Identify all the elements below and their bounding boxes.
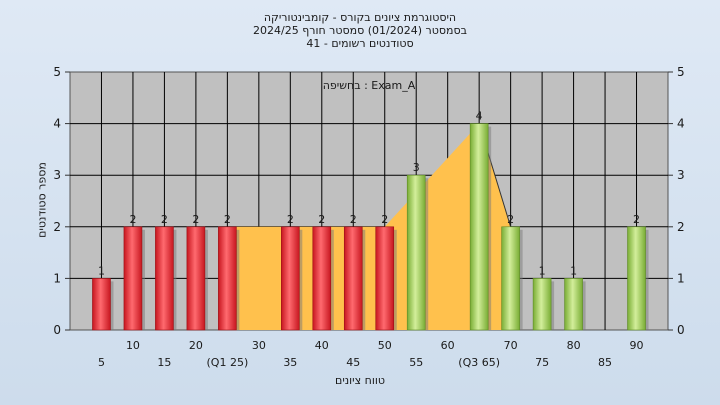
bar xyxy=(501,226,520,331)
y-tick-label-left: 5 xyxy=(53,65,61,79)
x-tick-label: 30 xyxy=(252,339,266,352)
y-tick-label-left: 0 xyxy=(53,323,61,337)
bar xyxy=(218,226,237,331)
bar xyxy=(343,226,363,331)
bar xyxy=(375,226,395,331)
bar-value-label: 1 xyxy=(539,264,546,277)
y-tick-label-right: 1 xyxy=(677,271,685,285)
bar xyxy=(406,174,426,331)
y-tick-label-right: 3 xyxy=(677,168,685,182)
x-tick-label: 5 xyxy=(98,356,105,369)
x-tick-label: 45 xyxy=(346,356,360,369)
bar xyxy=(92,278,111,331)
bar-value-label: 2 xyxy=(350,213,357,226)
bar-value-label: 2 xyxy=(129,213,136,226)
x-tick-label: 15 xyxy=(157,356,171,369)
y-tick-label-left: 4 xyxy=(53,117,61,131)
bar xyxy=(123,226,143,331)
bar xyxy=(564,278,583,331)
x-tick-label: 50 xyxy=(378,339,392,352)
chart-registered-count: סטודנטים רשומים - 41 xyxy=(306,37,414,50)
y-tick-label-left: 3 xyxy=(53,168,61,182)
x-tick-label: (Q3 65) xyxy=(458,356,500,369)
bar xyxy=(312,226,332,331)
y-tick-label-right: 0 xyxy=(677,323,685,337)
y-tick-label-right: 5 xyxy=(677,65,685,79)
bar-value-label: 2 xyxy=(633,213,640,226)
bar-value-label: 2 xyxy=(507,213,514,226)
bar xyxy=(281,226,300,331)
bar xyxy=(155,226,174,331)
bar-value-label: 4 xyxy=(476,110,483,123)
y-axis-label: מספר סטודנטים xyxy=(35,162,49,238)
bar-value-label: 3 xyxy=(413,161,420,174)
x-tick-label: 60 xyxy=(441,339,455,352)
bar xyxy=(627,226,646,331)
x-tick-label: 35 xyxy=(283,356,297,369)
bar-value-label: 2 xyxy=(161,213,168,226)
x-tick-label: 75 xyxy=(535,356,549,369)
x-tick-label: 90 xyxy=(630,339,644,352)
x-axis-label: טווח ציונים xyxy=(335,374,385,387)
x-tick-label: 70 xyxy=(504,339,518,352)
y-tick-label-left: 2 xyxy=(53,220,61,234)
x-tick-label: 80 xyxy=(567,339,581,352)
bar-value-label: 2 xyxy=(381,213,388,226)
bar xyxy=(532,278,552,331)
bar-value-label: 1 xyxy=(98,264,105,277)
chart-subtitle: בסמסטר (01/2024) סמסטר חורף 2024/25 xyxy=(253,24,467,37)
bar-value-label: 2 xyxy=(318,213,325,226)
exam-annotation: בחשיפה : Exam_A xyxy=(323,79,416,92)
bar-value-label: 2 xyxy=(192,213,199,226)
x-tick-label: (Q1 25) xyxy=(207,356,249,369)
y-tick-label-left: 1 xyxy=(53,271,61,285)
y-tick-label-right: 2 xyxy=(677,220,685,234)
bar-value-label: 2 xyxy=(287,213,294,226)
x-tick-label: 40 xyxy=(315,339,329,352)
bar-value-label: 1 xyxy=(570,264,577,277)
bar xyxy=(469,123,489,331)
bar-value-label: 2 xyxy=(224,213,231,226)
y-tick-label-right: 4 xyxy=(677,117,685,131)
bar xyxy=(186,226,206,331)
x-tick-label: 55 xyxy=(409,356,423,369)
x-tick-label: 85 xyxy=(598,356,612,369)
x-tick-label: 20 xyxy=(189,339,203,352)
chart-title: היסטוגרמת ציונים בקורס - קומבינטוריקה xyxy=(263,11,457,24)
x-tick-label: 10 xyxy=(126,339,140,352)
